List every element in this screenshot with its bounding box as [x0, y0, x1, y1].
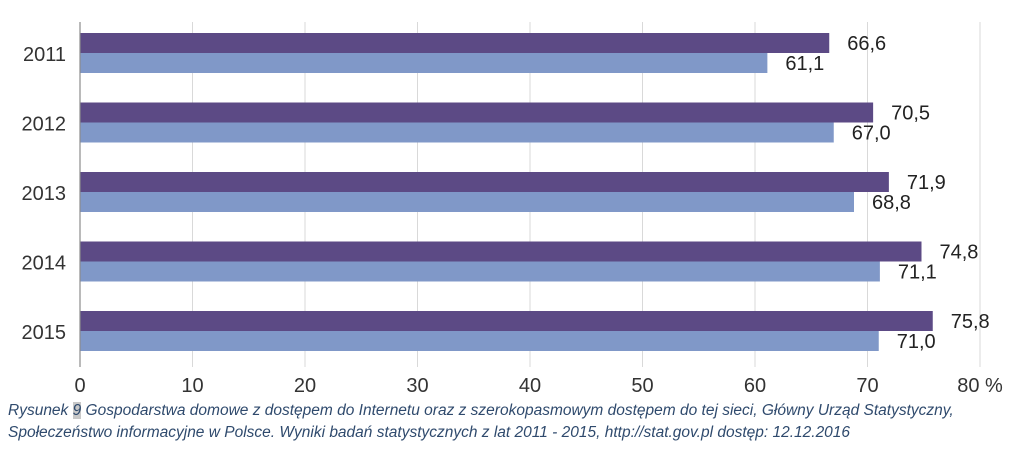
x-tick-label: 30	[406, 375, 428, 397]
data-label: 71,9	[907, 172, 946, 194]
data-label: 71,0	[897, 331, 936, 353]
x-tick-label: 70	[856, 375, 878, 397]
x-tick-label: 20	[294, 375, 316, 397]
bar-series-1	[80, 102, 874, 123]
caption-text: Gospodarstwa domowe z dostępem do Intern…	[8, 402, 954, 441]
y-axis-labels: 2011 2012 2013 2014 2015	[22, 44, 67, 344]
x-tick-label: 60	[744, 375, 766, 397]
bar-series-2	[80, 331, 879, 351]
data-label: 71,1	[898, 262, 937, 284]
y-tick-label: 2014	[22, 253, 67, 275]
data-labels: 66,6 61,1 70,567,0 71,968,8 74,871,1 75,8 71,0	[785, 33, 989, 353]
data-label: 68,8	[872, 192, 911, 214]
caption-prefix: Rysunek	[8, 402, 73, 419]
y-tick-label: 2011	[23, 44, 66, 66]
x-tick-label: 0	[74, 375, 85, 397]
caption-figure-number: 9	[72, 402, 82, 419]
data-label: 66,6	[847, 33, 886, 55]
data-label: 74,8	[940, 242, 979, 264]
x-tick-label: 40	[519, 375, 541, 397]
y-tick-label: 2013	[22, 183, 67, 205]
bar-series-1	[80, 172, 889, 192]
x-axis-labels: 0 10 20 30 40 50 60 70 80 %	[74, 375, 1003, 397]
x-tick-label: 50	[631, 375, 653, 397]
data-label: 70,5	[891, 103, 930, 125]
x-tick-label: 80 %	[957, 375, 1003, 397]
x-tick-label: 10	[181, 375, 203, 397]
data-label: 67,0	[852, 123, 891, 145]
y-tick-label: 2012	[22, 114, 67, 136]
figure-caption: Rysunek 9 Gospodarstwa domowe z dostępem…	[8, 400, 1018, 444]
bar-series-2	[80, 261, 880, 282]
y-tick-label: 2015	[22, 322, 67, 344]
bar-series-2	[80, 192, 854, 212]
bar-series-2	[80, 122, 834, 143]
data-label: 61,1	[785, 53, 824, 75]
data-label: 75,8	[951, 311, 990, 333]
bar-series-1	[80, 311, 933, 331]
bar-series-2	[80, 53, 768, 73]
bar-chart: 66,6 61,1 70,567,0 71,968,8 74,871,1 75,8 71,0…	[22, 22, 1003, 397]
bar-series-1	[80, 33, 830, 53]
bars	[80, 33, 933, 351]
bar-series-1	[80, 241, 922, 262]
